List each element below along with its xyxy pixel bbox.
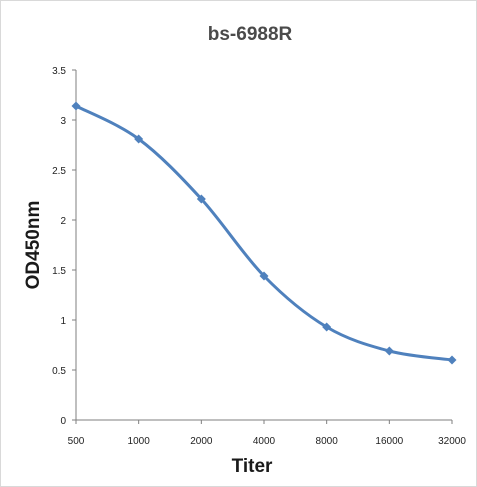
data-point-marker (447, 355, 457, 365)
y-tick-label: 1 (60, 316, 66, 327)
x-tick-label: 8000 (316, 436, 339, 447)
data-point-marker (322, 322, 332, 332)
axes (72, 69, 453, 424)
x-tick-label: 2000 (190, 436, 213, 447)
x-tick-label: 32000 (438, 436, 466, 447)
x-tick-label: 500 (68, 436, 85, 447)
y-tick-label: 0.5 (52, 366, 66, 377)
series-line (74, 104, 454, 362)
x-tick-labels: 500 1000 2000 4000 8000 16000 32000 (68, 436, 467, 447)
data-point-marker (134, 134, 144, 144)
y-tick-labels: 0 0.5 1 1.5 2 2.5 3 3.5 (52, 66, 66, 427)
y-tick-label: 0 (60, 416, 66, 427)
data-point-marker (196, 194, 206, 204)
data-point-marker (259, 271, 269, 281)
x-tick-label: 4000 (253, 436, 276, 447)
data-point-marker (71, 101, 81, 111)
y-tick-label: 1.5 (52, 266, 66, 277)
y-axis-title: OD450nm (23, 201, 44, 290)
y-tick-label: 2.5 (52, 166, 66, 177)
y-tick-label: 2 (60, 216, 66, 227)
y-tick-label: 3.5 (52, 66, 66, 77)
data-point-marker (384, 346, 394, 356)
x-tick-label: 1000 (128, 436, 151, 447)
series-markers (71, 101, 457, 365)
chart-title: bs-6988R (208, 24, 293, 45)
y-tick-label: 3 (60, 116, 66, 127)
x-axis-title: Titer (232, 456, 273, 477)
x-tick-label: 16000 (375, 436, 403, 447)
